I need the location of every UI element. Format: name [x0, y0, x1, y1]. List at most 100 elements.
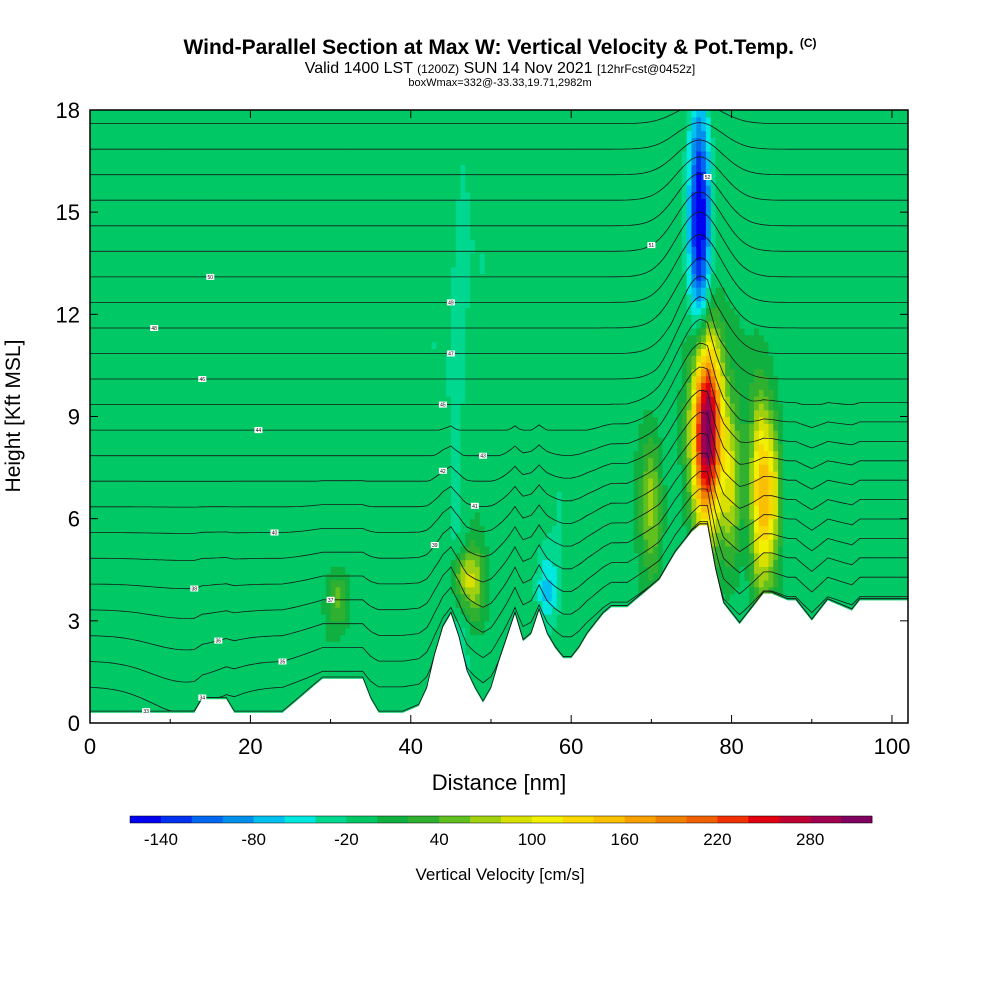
- velocity-cell: [349, 634, 356, 642]
- velocity-cell: [99, 205, 106, 213]
- velocity-cell: [191, 443, 197, 452]
- velocity-cell: [118, 654, 125, 663]
- velocity-cell: [282, 600, 288, 608]
- velocity-cell: [277, 491, 284, 499]
- velocity-cell: [133, 225, 139, 234]
- velocity-cell: [325, 321, 332, 329]
- velocity-cell: [157, 184, 163, 193]
- velocity-cell: [171, 661, 178, 670]
- velocity-cell: [268, 259, 274, 268]
- velocity-cell: [162, 184, 168, 193]
- velocity-cell: [229, 688, 235, 697]
- velocity-cell: [243, 218, 250, 227]
- velocity-cell: [138, 300, 144, 309]
- velocity-cell: [123, 232, 130, 241]
- velocity-cell: [90, 362, 96, 370]
- velocity-cell: [268, 184, 274, 193]
- velocity-cell: [118, 178, 125, 186]
- velocity-cell: [195, 484, 202, 493]
- velocity-cell: [157, 409, 163, 418]
- velocity-cell: [311, 178, 317, 186]
- velocity-cell: [320, 505, 327, 513]
- velocity-cell: [142, 586, 149, 595]
- velocity-cell: [239, 675, 245, 683]
- velocity-cell: [176, 150, 183, 159]
- velocity-cell: [114, 573, 120, 581]
- velocity-cell: [215, 620, 221, 629]
- velocity-cell: [330, 579, 336, 588]
- velocity-cell: [330, 341, 336, 349]
- velocity-cell: [90, 457, 96, 465]
- velocity-cell: [114, 218, 120, 227]
- velocity-cell: [142, 579, 149, 588]
- velocity-cell: [114, 191, 120, 200]
- velocity-cell: [229, 614, 235, 622]
- velocity-cell: [282, 702, 288, 710]
- velocity-cell: [210, 688, 216, 697]
- velocity-cell: [316, 430, 322, 438]
- velocity-cell: [330, 525, 336, 533]
- velocity-cell: [157, 654, 163, 663]
- velocity-cell: [320, 600, 327, 608]
- velocity-cell: [152, 491, 158, 499]
- velocity-cell: [133, 675, 139, 683]
- velocity-cell: [171, 470, 178, 479]
- velocity-cell: [171, 259, 178, 268]
- velocity-cell: [234, 253, 240, 261]
- velocity-cell: [292, 341, 298, 349]
- velocity-cell: [133, 498, 139, 506]
- velocity-cell: [219, 341, 226, 349]
- velocity-cell: [176, 498, 183, 506]
- velocity-cell: [109, 505, 115, 513]
- velocity-cell: [133, 511, 139, 520]
- velocity-cell: [157, 600, 163, 608]
- velocity-cell: [94, 355, 101, 363]
- velocity-cell: [118, 348, 125, 356]
- velocity-cell: [272, 423, 279, 431]
- velocity-cell: [210, 382, 216, 390]
- velocity-cell: [123, 552, 130, 561]
- velocity-cell: [248, 157, 255, 166]
- velocity-cell: [263, 464, 269, 472]
- velocity-cell: [142, 682, 149, 690]
- velocity-cell: [94, 368, 101, 377]
- velocity-cell: [157, 682, 163, 690]
- velocity-cell: [325, 552, 332, 561]
- velocity-cell: [263, 654, 269, 663]
- velocity-cell: [277, 436, 284, 445]
- velocity-cell: [99, 539, 106, 547]
- velocity-cell: [268, 232, 274, 241]
- velocity-cell: [114, 402, 120, 411]
- velocity-cell: [166, 688, 173, 697]
- velocity-cell: [138, 198, 144, 206]
- velocity-cell: [316, 144, 322, 152]
- velocity-cell: [301, 661, 308, 670]
- velocity-cell: [253, 682, 260, 690]
- velocity-cell: [138, 430, 144, 438]
- velocity-cell: [138, 620, 144, 629]
- velocity-cell: [258, 191, 264, 200]
- velocity-cell: [104, 436, 110, 445]
- velocity-cell: [109, 362, 115, 370]
- velocity-cell: [296, 559, 303, 567]
- velocity-cell: [210, 164, 216, 172]
- velocity-cell: [133, 423, 139, 431]
- velocity-cell: [181, 355, 187, 363]
- velocity-cell: [234, 566, 240, 574]
- velocity-cell: [191, 327, 197, 336]
- velocity-cell: [248, 518, 255, 527]
- velocity-cell: [277, 505, 284, 513]
- velocity-cell: [191, 552, 197, 561]
- velocity-cell: [195, 688, 202, 697]
- velocity-cell: [239, 559, 245, 567]
- velocity-cell: [258, 116, 264, 125]
- velocity-cell: [340, 539, 346, 547]
- velocity-cell: [181, 253, 187, 261]
- velocity-cell: [123, 668, 130, 676]
- velocity-cell: [123, 593, 130, 601]
- velocity-cell: [248, 627, 255, 636]
- velocity-cell: [224, 559, 231, 567]
- velocity-cell: [243, 559, 250, 567]
- velocity-cell: [195, 586, 202, 595]
- velocity-cell: [157, 110, 163, 118]
